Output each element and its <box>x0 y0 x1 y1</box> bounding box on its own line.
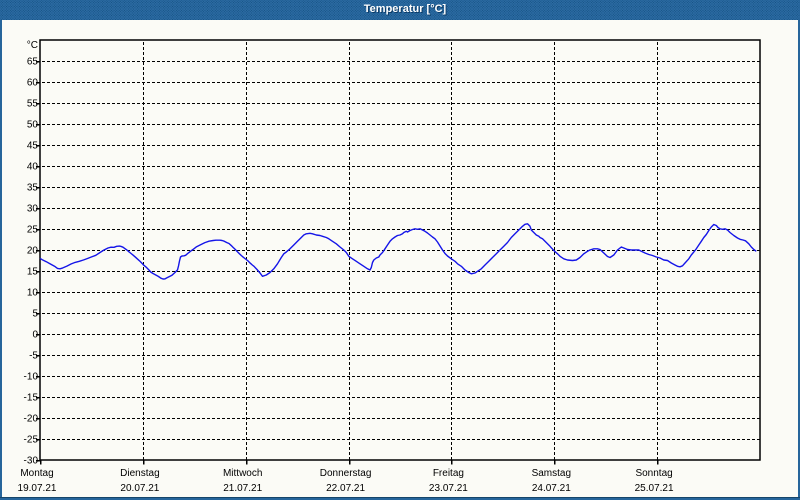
svg-text:Mittwoch: Mittwoch <box>223 468 262 479</box>
svg-text:Montag: Montag <box>20 468 53 479</box>
svg-text:24.07.21: 24.07.21 <box>532 483 571 494</box>
svg-text:-30: -30 <box>24 456 39 467</box>
svg-text:35: 35 <box>27 183 39 194</box>
svg-text:Dienstag: Dienstag <box>120 468 159 479</box>
svg-text:20: 20 <box>27 246 39 257</box>
svg-text:-10: -10 <box>24 372 39 383</box>
svg-text:Donnerstag: Donnerstag <box>320 468 372 479</box>
svg-text:55: 55 <box>27 99 39 110</box>
svg-text:65: 65 <box>27 57 39 68</box>
svg-text:60: 60 <box>27 78 39 89</box>
svg-text:22.07.21: 22.07.21 <box>326 483 365 494</box>
svg-text:50: 50 <box>27 120 39 131</box>
svg-text:30: 30 <box>27 204 39 215</box>
svg-text:21.07.21: 21.07.21 <box>223 483 262 494</box>
svg-text:5: 5 <box>32 309 38 320</box>
svg-text:23.07.21: 23.07.21 <box>429 483 468 494</box>
svg-text:-20: -20 <box>24 414 39 425</box>
svg-text:25.07.21: 25.07.21 <box>635 483 674 494</box>
svg-text:40: 40 <box>27 162 39 173</box>
svg-text:20.07.21: 20.07.21 <box>120 483 159 494</box>
svg-text:0: 0 <box>32 330 38 341</box>
svg-text:Sonntag: Sonntag <box>635 468 672 479</box>
svg-text:-25: -25 <box>24 435 39 446</box>
svg-text:Samstag: Samstag <box>532 468 571 479</box>
svg-text:10: 10 <box>27 288 39 299</box>
svg-text:Freitag: Freitag <box>433 468 464 479</box>
svg-text:45: 45 <box>27 141 39 152</box>
svg-text:19.07.21: 19.07.21 <box>18 483 57 494</box>
svg-text:25: 25 <box>27 225 39 236</box>
svg-text:°C: °C <box>27 40 38 51</box>
svg-text:15: 15 <box>27 267 39 278</box>
svg-text:-15: -15 <box>24 393 39 404</box>
svg-text:-5: -5 <box>29 351 38 362</box>
